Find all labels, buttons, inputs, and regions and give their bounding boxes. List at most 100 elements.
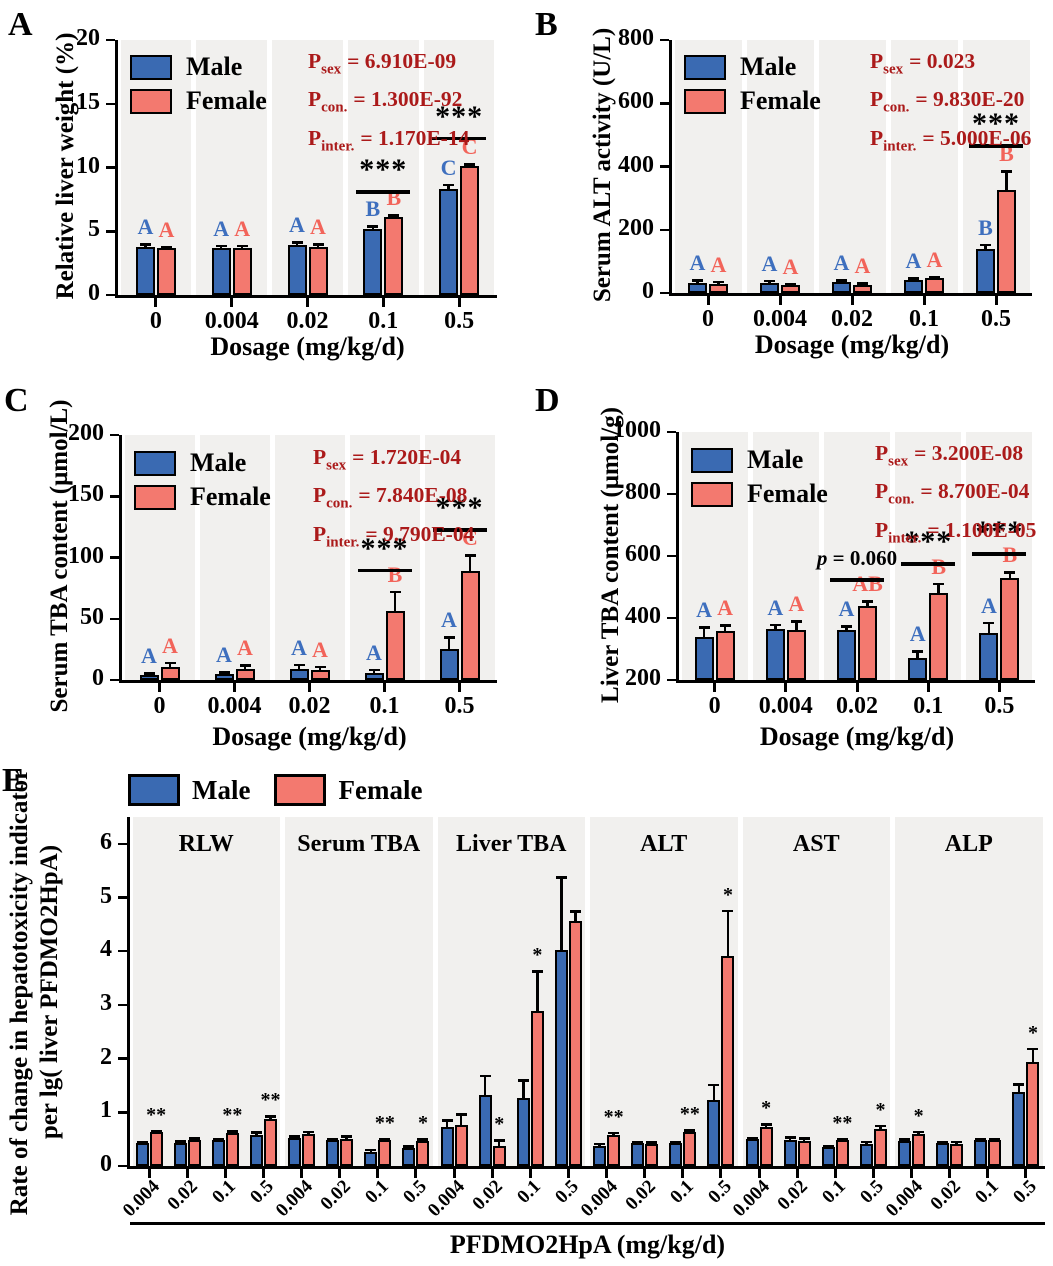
- error-bar-stem: [447, 637, 451, 650]
- significance-stars: **: [679, 1103, 700, 1126]
- legend-female-row: Female: [130, 84, 267, 118]
- y-tick-label: 0: [642, 278, 654, 304]
- bar-male: [554, 949, 568, 1166]
- bar-female: [302, 1133, 316, 1166]
- x-tick-mark: [994, 296, 998, 305]
- y-axis-line: [676, 432, 679, 683]
- x-axis-underline: [130, 1222, 1045, 1225]
- bar-female: [232, 248, 252, 295]
- x-tick-mark: [850, 296, 854, 305]
- y-tick-mark: [667, 492, 676, 496]
- y-tick-label: 50: [80, 603, 104, 630]
- x-tick-mark: [308, 683, 311, 692]
- bar-female: [263, 1118, 277, 1166]
- p-sex-line: Psex = 3.200E-08: [875, 441, 1024, 470]
- bar-male: [173, 1142, 187, 1166]
- error-bar-stem: [1031, 1048, 1035, 1063]
- panel-e: E Rate of change in hepatotoxicity indic…: [0, 760, 1053, 1266]
- error-bar-cap: [989, 1137, 1001, 1141]
- y-tick-label: 100: [68, 542, 104, 569]
- error-bar-cap: [632, 1141, 644, 1144]
- bar-female: [340, 1139, 354, 1166]
- dose-group-band: [120, 40, 192, 295]
- bar-male: [904, 280, 923, 293]
- indicator-section-label: Serum TBA: [297, 831, 421, 857]
- panel-c-letter: C: [4, 382, 29, 419]
- error-bar-stem: [937, 583, 940, 593]
- x-tick-label: 0: [153, 693, 166, 719]
- bar-male: [288, 1138, 302, 1166]
- bar-male: [694, 636, 714, 680]
- error-bar-cap: [443, 183, 455, 187]
- p-sex-line: Psex = 1.720E-04: [313, 445, 462, 474]
- bar-male: [765, 628, 785, 680]
- y-tick-mark: [106, 102, 115, 105]
- panel-d-x-axis-title: Dosage (mg/kg/d): [759, 722, 955, 751]
- panel-d-letter: D: [535, 382, 560, 419]
- panel-c-anova-stats: Psex = 1.720E-04 Pcon. = 7.840E-08 Pinter.…: [313, 442, 474, 557]
- x-tick-mark: [306, 298, 309, 307]
- bar-female: [925, 278, 944, 293]
- x-tick-mark: [457, 298, 461, 307]
- x-axis-line: [669, 293, 1032, 296]
- y-tick-mark: [667, 616, 676, 620]
- error-bar-stem: [497, 1140, 501, 1146]
- annotation-label: p = 0.060: [816, 546, 898, 571]
- x-tick-label: 0.1: [368, 308, 399, 334]
- bar-female: [156, 248, 176, 295]
- panel-d-legend: Male Female: [691, 443, 828, 511]
- significance-stars: **: [146, 1104, 167, 1127]
- error-bar-cap: [379, 1138, 391, 1141]
- female-letter-label: A: [926, 246, 943, 272]
- panel-c-x-axis-title: Dosage (mg/kg/d): [212, 722, 407, 751]
- error-bar-cap: [531, 970, 543, 973]
- error-bar-cap: [1004, 571, 1016, 574]
- significance-stars: **: [603, 1105, 624, 1128]
- bar-female: [1000, 577, 1020, 680]
- error-bar-stem: [879, 1125, 882, 1130]
- bar-female: [225, 1132, 239, 1166]
- bar-female: [416, 1140, 430, 1166]
- male-letter-label: A: [366, 639, 382, 665]
- dose-group-band: [962, 40, 1030, 293]
- female-letter-label: A: [788, 591, 805, 617]
- error-bar-cap: [441, 1119, 453, 1122]
- legend-male-row: Male: [134, 446, 271, 480]
- y-tick-label: 2: [100, 1043, 112, 1070]
- male-color-swatch: [691, 447, 733, 473]
- y-tick-mark: [110, 556, 119, 559]
- x-tick-mark: [230, 298, 234, 307]
- error-bar-stem: [459, 1114, 463, 1126]
- error-bar-cap: [239, 664, 251, 667]
- error-bar-cap: [937, 1140, 949, 1144]
- y-tick-label: 200: [68, 420, 104, 446]
- panel-b: B Serum ALT activity (U/L) 0 200 400 600 800…: [527, 0, 1053, 370]
- y-tick-mark: [118, 1164, 127, 1168]
- bar-female: [187, 1140, 201, 1166]
- male-legend-label: Male: [190, 448, 247, 477]
- panel-a-legend: Male Female: [130, 50, 267, 118]
- male-letter-label: A: [289, 212, 305, 238]
- bar-male: [936, 1142, 950, 1166]
- x-tick-mark: [261, 1169, 265, 1178]
- error-bar-cap: [479, 1074, 491, 1078]
- error-bar-cap: [264, 1115, 276, 1118]
- error-bar-stem: [764, 1124, 768, 1128]
- y-tick-mark: [118, 842, 127, 846]
- y-tick-mark: [118, 1057, 127, 1060]
- bar-female: [721, 955, 735, 1166]
- error-bar-stem: [447, 184, 450, 189]
- male-letter-label: B: [978, 214, 993, 240]
- female-color-swatch: [684, 88, 726, 114]
- error-bar-cap: [670, 1140, 682, 1144]
- bar-male: [478, 1094, 492, 1166]
- y-axis-line: [127, 817, 130, 1169]
- female-color-swatch: [134, 484, 176, 510]
- p-sex-line: Psex = 0.023: [870, 49, 976, 78]
- error-bar-cap: [368, 668, 380, 672]
- y-tick-mark: [660, 165, 669, 168]
- error-bar-cap: [312, 243, 324, 246]
- bar-female: [835, 1140, 849, 1166]
- error-bar-cap: [784, 1136, 796, 1139]
- error-bar-cap: [684, 1129, 696, 1132]
